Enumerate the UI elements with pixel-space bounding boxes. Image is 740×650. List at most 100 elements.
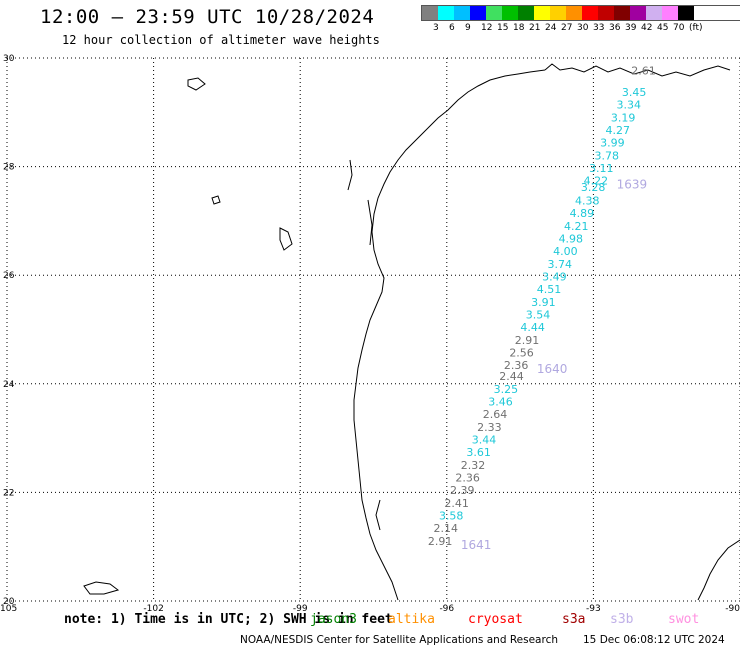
wave-height-label: 3.46: [488, 396, 513, 409]
wave-height-label: 4.44: [520, 321, 545, 334]
credit-line: NOAA/NESDIS Center for Satellite Applica…: [240, 634, 558, 646]
lon-tick-label: -96: [439, 604, 454, 614]
louisiana-delta: [544, 63, 731, 77]
altimeter-track: 2.61 3.453.343.194.273.993.783.114.223.28…: [428, 64, 656, 552]
lon-tick-label: -99: [293, 604, 308, 614]
wave-height-label: 3.99: [600, 137, 625, 150]
wave-height-label: 4.00: [553, 245, 578, 258]
wave-height-label: 2.41: [444, 497, 469, 510]
legend-bin-label: 6: [449, 23, 455, 33]
lake-2: [279, 227, 293, 251]
legend-swatches: [421, 5, 740, 21]
wave-height-label: 3.49: [542, 271, 567, 284]
legend-bin-label: 45: [657, 23, 669, 33]
footer-note: note: 1) Time is in UTC; 2) SWH is in fe…: [64, 612, 393, 627]
legend-bin-label: 42: [641, 23, 653, 33]
legend-swatch: [438, 6, 454, 20]
legend-bin-label: 39: [625, 23, 637, 33]
legend-swatch: [598, 6, 614, 20]
pass-time-label: 1639: [617, 178, 648, 192]
legend-bin-label: 3: [433, 23, 439, 33]
lon-tick-label: -90: [725, 604, 740, 614]
page-subtitle: 12 hour collection of altimeter wave hei…: [62, 33, 380, 47]
wave-height-label: 3.34: [617, 98, 642, 111]
legend-swatch: [678, 6, 694, 20]
wave-height-label: 2.39: [450, 484, 475, 497]
wave-height-label: 2.33: [477, 421, 502, 434]
lat-lon-grid: [6, 57, 740, 602]
page-title: 12:00 – 23:59 UTC 10/28/2024: [40, 6, 375, 28]
wave-height-label: 2.32: [461, 459, 486, 472]
wave-height-label: 2.64: [483, 408, 508, 421]
wave-height-label: 2.14: [434, 522, 459, 535]
axis-labels: -105 -102 -99 -96 -93 -90 30 28 26 24 22 20: [0, 54, 740, 614]
legend-swatch: [550, 6, 566, 20]
legend-swatch: [614, 6, 630, 20]
legend-swatch: [422, 6, 438, 20]
legend-labels: 3 6 9 12 15 18 21 24 27 30 33 36 39 42 45 70 (ft): [421, 21, 740, 33]
island-1: [83, 581, 120, 595]
wave-height-label: 3.58: [439, 510, 464, 523]
wave-height-label: 2.91: [428, 535, 453, 548]
wave-height-label: 2.36: [455, 472, 480, 485]
island-2: [211, 195, 221, 205]
legend-bin-label: 12: [481, 23, 493, 33]
wave-height-label: 4.22: [584, 175, 609, 188]
satellite-label: jason3: [310, 612, 357, 627]
wave-height-label: 2.36: [504, 359, 529, 372]
color-legend: 3 6 9 12 15 18 21 24 27 30 33 36 39 42 45 70 (ft): [421, 5, 740, 33]
legend-bin-label: 24: [545, 23, 557, 33]
legend-swatch: [518, 6, 534, 20]
legend-bin-label: 27: [561, 23, 573, 33]
wave-height-label: 4.38: [575, 195, 600, 208]
lat-tick-label: 26: [3, 271, 15, 281]
legend-bin-label: 30: [577, 23, 589, 33]
lon-tick-label: -105: [0, 604, 17, 614]
legend-bin-label: 36: [609, 23, 621, 33]
satellite-label: cryosat: [468, 612, 523, 627]
wave-height-label: 4.27: [605, 124, 630, 137]
legend-bin-label: 9: [465, 23, 471, 33]
wave-height-label: 3.28: [581, 181, 606, 194]
yucatan-coast: [697, 539, 740, 601]
lake-1: [187, 77, 206, 91]
pass-time-label: 1641: [461, 538, 492, 552]
wave-height-label: 4.21: [564, 220, 589, 233]
wave-height-label: 2.91: [515, 334, 540, 347]
barrier-island-3: [375, 499, 381, 531]
wave-height-label: 2.44: [499, 370, 524, 383]
legend-swatch: [582, 6, 598, 20]
wave-height-label: 3.25: [494, 383, 519, 396]
lon-tick-label: -93: [586, 604, 601, 614]
satellite-label: swot: [668, 612, 700, 627]
lat-tick-label: 24: [3, 380, 15, 390]
wave-height-label: 3.19: [611, 112, 636, 125]
lon-tick-label: -102: [143, 604, 163, 614]
wave-height-label: 3.45: [622, 86, 647, 99]
coastline: [83, 63, 740, 601]
legend-bin-label: 21: [529, 23, 541, 33]
legend-swatch: [502, 6, 518, 20]
legend-unit: (ft): [689, 23, 703, 33]
generated-timestamp: 15 Dec 06:08:12 UTC 2024: [583, 634, 725, 646]
wave-height-label: 4.89: [570, 207, 595, 220]
legend-bin-label: 70: [673, 23, 685, 33]
lat-tick-label: 20: [3, 597, 15, 607]
barrier-island-2: [367, 199, 373, 246]
lat-tick-label: 30: [3, 54, 15, 64]
satellite-label: s3b: [610, 612, 634, 627]
legend-swatch: [486, 6, 502, 20]
legend-swatch: [646, 6, 662, 20]
wave-height-label: 4.51: [537, 283, 562, 296]
legend-swatch: [534, 6, 550, 20]
legend-swatch: [630, 6, 646, 20]
legend-swatch: [662, 6, 678, 20]
legend-swatch: [566, 6, 582, 20]
wave-height-label: 3.91: [531, 296, 556, 309]
barrier-island-1: [347, 159, 353, 191]
legend-swatch: [454, 6, 470, 20]
satellite-label: altika: [388, 612, 435, 627]
wave-height-label: 2.56: [509, 347, 534, 360]
legend-bin-label: 15: [497, 23, 509, 33]
